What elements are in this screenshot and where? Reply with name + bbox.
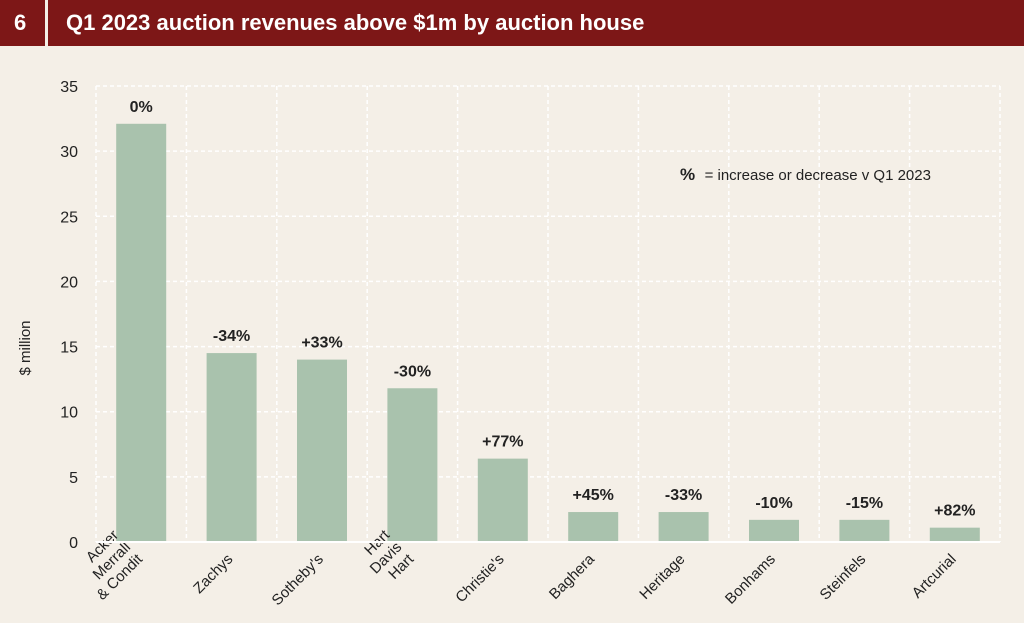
data-label-0: 0%	[130, 99, 153, 116]
x-tick-label-line: Artcurial	[909, 551, 960, 602]
x-tick-label-line: Sotheby's	[269, 551, 327, 609]
x-tick-label-line: Steinfels	[817, 551, 870, 604]
y-tick-label: 0	[69, 535, 78, 552]
x-tick-label-line: Baghera	[546, 550, 599, 603]
data-label-3: -30%	[394, 363, 431, 380]
y-tick-label: 5	[69, 470, 78, 487]
bar-1	[206, 353, 257, 542]
data-label-6: -33%	[665, 487, 702, 504]
x-tick-label-6: Heritage	[636, 551, 688, 603]
annotation-note: % = increase or decrease v Q1 2023	[680, 165, 931, 184]
data-labels: 0% -34% +33% -30% +77% +45% -33% -10% -15% +82%	[130, 99, 976, 520]
bar-8	[839, 519, 890, 542]
bar-2	[297, 359, 347, 542]
y-axis-title: $ million	[17, 320, 34, 375]
x-tick-label-2: Sotheby's	[269, 551, 327, 609]
y-tick-label: 20	[60, 274, 78, 291]
chart-title: Q1 2023 auction revenues above $1m by au…	[66, 10, 645, 35]
x-tick-label-line: Zachys	[190, 551, 236, 597]
data-label-7: -10%	[755, 495, 792, 512]
x-tick-label-9: Artcurial	[909, 551, 960, 602]
y-tick-label: 10	[60, 405, 78, 422]
chart-header: 6 Q1 2023 auction revenues above $1m by …	[0, 0, 1024, 46]
bars	[116, 123, 980, 542]
bar-9	[929, 527, 980, 542]
chart-number: 6	[14, 10, 27, 35]
bar-7	[749, 519, 799, 542]
bar-chart: 0% -34% +33% -30% +77% +45% -33% -10% -15% +82% 0…	[17, 79, 1001, 609]
data-label-2: +33%	[301, 335, 342, 352]
bar-5	[568, 512, 619, 542]
bar-3	[387, 388, 438, 542]
annotation-text: = increase or decrease v Q1 2023	[705, 167, 931, 184]
x-tick-label-1: Zachys	[190, 551, 236, 597]
bar-6	[658, 512, 709, 542]
x-tick-label-5: Baghera	[546, 550, 599, 603]
y-tick-label: 30	[60, 144, 78, 161]
data-label-9: +82%	[934, 503, 975, 520]
bar-4	[477, 458, 528, 542]
x-tick-label-line: Heritage	[636, 551, 688, 603]
x-tick-label-4: Christie's	[452, 551, 507, 606]
data-label-8: -15%	[846, 495, 883, 512]
data-label-4: +77%	[482, 434, 523, 451]
y-tick-label: 25	[60, 209, 78, 226]
data-label-5: +45%	[573, 487, 614, 504]
header-divider	[45, 0, 48, 46]
x-tick-label-7: Bonhams	[722, 551, 779, 608]
x-tick-label-line: Christie's	[452, 551, 507, 606]
bar-0	[116, 123, 167, 542]
annotation-key: %	[680, 165, 695, 184]
y-tick-label: 15	[60, 340, 78, 357]
x-tick-label-line: Bonhams	[722, 551, 779, 608]
data-label-1: -34%	[213, 328, 250, 345]
y-tick-label: 35	[60, 79, 78, 96]
svg-text:% = increase or decrease: % = increase or decrease v Q1 2023	[680, 165, 931, 184]
x-tick-label-8: Steinfels	[817, 551, 870, 604]
